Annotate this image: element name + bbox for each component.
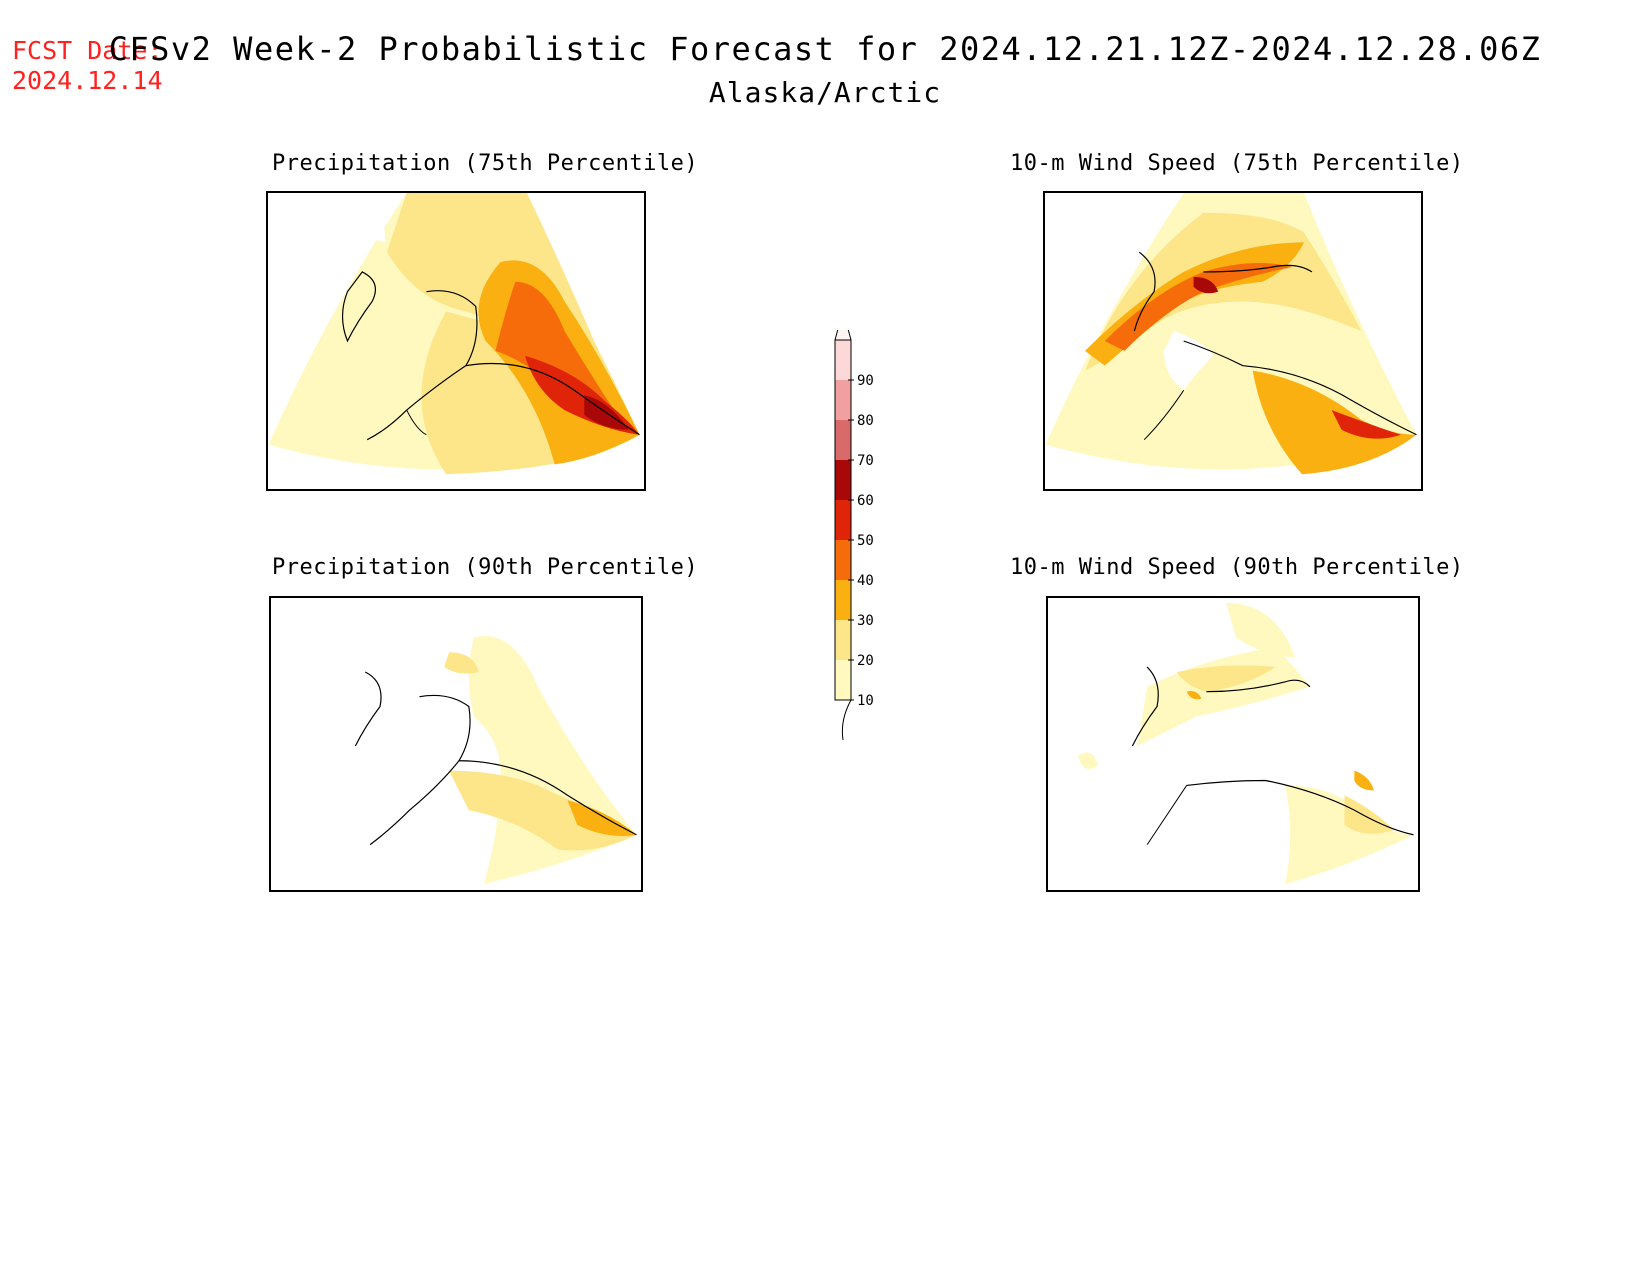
map-wind-75-graphic bbox=[1045, 193, 1417, 475]
fcst-label: FCST Date: bbox=[12, 36, 163, 65]
colorbar-tick-label: 40 bbox=[857, 573, 874, 589]
colorbar-tick-label: 10 bbox=[857, 693, 874, 709]
panel-title-wind-90: 10-m Wind Speed (90th Percentile) bbox=[1010, 555, 1464, 580]
colorbar-swatch bbox=[835, 620, 851, 660]
page-title: CFSv2 Week-2 Probabilistic Forecast for … bbox=[108, 30, 1542, 68]
colorbar-swatch bbox=[835, 580, 851, 620]
region-subtitle: Alaska/Arctic bbox=[708, 76, 942, 109]
colorbar-frame bbox=[834, 339, 852, 701]
colorbar-swatch bbox=[835, 660, 851, 700]
colorbar-swatch bbox=[835, 380, 851, 420]
panel-title-wind-75: 10-m Wind Speed (75th Percentile) bbox=[1010, 151, 1464, 176]
colorbar-tick-label: 20 bbox=[857, 653, 874, 669]
colorbar-swatch bbox=[835, 420, 851, 460]
colorbar-lower-cap bbox=[835, 699, 852, 741]
colorbar-tick-label: 80 bbox=[857, 413, 874, 429]
colorbar-tick-label: 60 bbox=[857, 493, 874, 509]
colorbar-tick-label: 90 bbox=[857, 373, 874, 389]
colorbar-swatch bbox=[835, 540, 851, 580]
map-precip-90-graphic bbox=[354, 636, 637, 885]
map-precip-75-graphic bbox=[268, 193, 640, 475]
map-wind-90 bbox=[1046, 596, 1420, 892]
colorbar-swatch bbox=[835, 460, 851, 500]
map-wind-75 bbox=[1043, 191, 1423, 491]
map-wind-90-graphic bbox=[1078, 602, 1414, 885]
panel-title-precip-75: Precipitation (75th Percentile) bbox=[272, 151, 699, 176]
colorbar-tick-label: 30 bbox=[857, 613, 874, 629]
colorbar-swatch bbox=[835, 340, 851, 380]
map-precip-75 bbox=[266, 191, 646, 491]
fcst-date: 2024.12.14 bbox=[12, 66, 163, 95]
colorbar: 10 20 30 40 50 60 70 80 90 bbox=[834, 330, 874, 741]
forecast-date-label: FCST Date: 2024.12.14 bbox=[12, 36, 163, 96]
map-precip-90 bbox=[269, 596, 643, 892]
colorbar-swatch bbox=[835, 500, 851, 540]
panel-title-precip-90: Precipitation (90th Percentile) bbox=[272, 555, 699, 580]
colorbar-tick-label: 50 bbox=[857, 533, 874, 549]
colorbar-upper-cap bbox=[834, 330, 852, 341]
colorbar-tick-label: 70 bbox=[857, 453, 874, 469]
